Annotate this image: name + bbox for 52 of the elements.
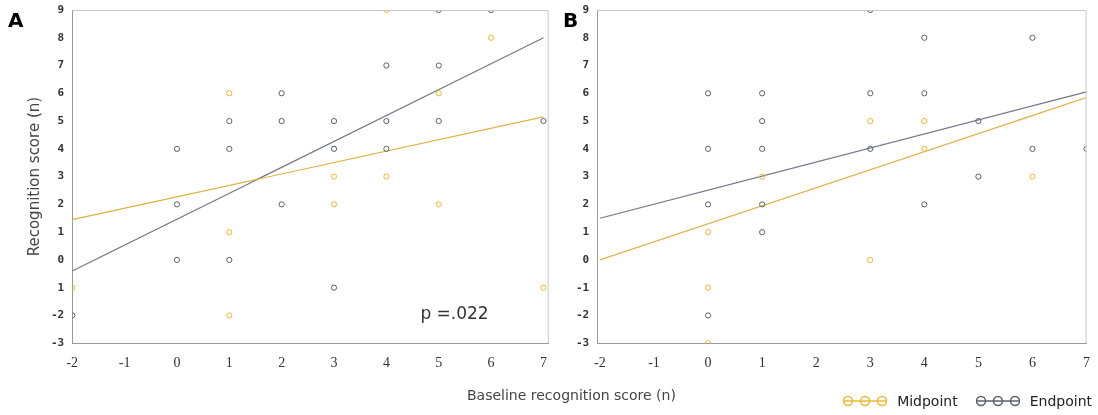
legend-label: Endpoint (1029, 393, 1092, 409)
y-tick-label: 9 (57, 2, 65, 16)
y-tick-label: -1 (576, 280, 590, 294)
y-tick-label: 8 (57, 30, 65, 44)
x-tick-label: 4 (382, 355, 390, 371)
y-tick-label: -3 (576, 336, 590, 350)
y-tick-label: 9 (582, 2, 590, 16)
x-tick-label: -2 (594, 355, 606, 371)
x-tick-label: 3 (330, 355, 338, 371)
x-tick-label: 5 (435, 355, 443, 371)
legend-label: Midpoint (897, 393, 958, 409)
chart-title: A (8, 8, 24, 32)
x-tick-label: 3 (866, 355, 874, 371)
x-tick-label: 6 (487, 355, 495, 371)
x-tick-label: 6 (1028, 355, 1036, 371)
y-tick-label: 6 (57, 86, 65, 100)
y-tick-label: 1 (57, 224, 65, 238)
y-tick-label: 6 (582, 86, 590, 100)
y-tick-label: 7 (582, 58, 590, 72)
x-tick-label: 0 (704, 355, 712, 371)
y-tick-label: 2 (57, 197, 65, 211)
x-tick-label: 4 (920, 355, 928, 371)
y-tick-label: -2 (51, 308, 65, 322)
y-tick-label: 1 (582, 224, 590, 238)
y-tick-label: 1 (57, 280, 65, 294)
x-tick-label: 5 (974, 355, 982, 371)
x-tick-label: 1 (225, 355, 233, 371)
x-axis-title: Baseline recognition score (n) (467, 387, 676, 403)
x-tick-label: 2 (812, 355, 820, 371)
x-tick-label: 0 (173, 355, 181, 371)
y-tick-label: -2 (576, 308, 590, 322)
x-tick-label: 1 (758, 355, 766, 371)
y-axis-title: Recognition score (n) (24, 96, 43, 257)
x-tick-label: -1 (118, 355, 131, 371)
y-tick-label: 3 (582, 169, 590, 183)
y-tick-label: 8 (582, 30, 590, 44)
x-tick-label: 7 (1083, 355, 1090, 371)
y-tick-label: 2 (582, 197, 590, 211)
chart-title: B (563, 8, 579, 32)
y-tick-label: 3 (57, 169, 65, 183)
y-tick-label: 7 (57, 58, 65, 72)
y-tick-label: 4 (582, 141, 590, 155)
y-tick-label: 4 (57, 141, 65, 155)
x-tick-label: 2 (278, 355, 286, 371)
x-tick-label: -1 (648, 355, 660, 371)
y-tick-label: 5 (57, 113, 65, 127)
y-tick-label: 5 (582, 113, 590, 127)
x-tick-label: 7 (539, 355, 547, 371)
y-tick-label: 0 (57, 252, 65, 266)
annotation: p =.022 (420, 303, 489, 324)
y-tick-label: 0 (582, 252, 590, 266)
y-tick-label: -3 (51, 336, 65, 350)
